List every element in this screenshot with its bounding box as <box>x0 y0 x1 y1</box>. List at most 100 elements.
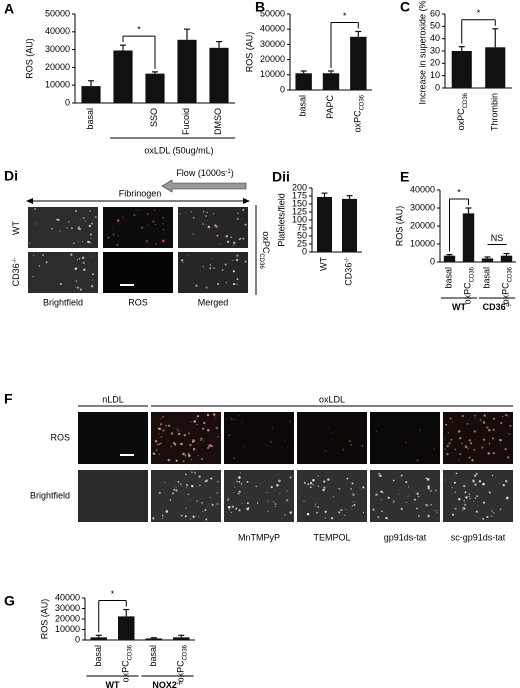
speck <box>289 511 292 514</box>
speck <box>196 418 198 420</box>
speck <box>488 491 491 494</box>
flow-label: Flow (1000s-1) <box>176 168 233 178</box>
speck <box>416 423 418 425</box>
speck <box>255 485 258 488</box>
speck <box>431 431 433 433</box>
speck <box>500 422 503 425</box>
speck <box>89 210 91 212</box>
x-tick-label-part: -/- <box>344 257 350 263</box>
speck <box>314 505 316 508</box>
speck <box>76 286 80 289</box>
speck <box>162 228 165 231</box>
speck <box>458 498 461 501</box>
ros-image <box>103 252 173 293</box>
speck <box>121 216 124 218</box>
speck <box>83 268 86 271</box>
brightfield-image <box>28 252 98 293</box>
speck <box>238 509 241 512</box>
speck <box>209 496 211 499</box>
speck <box>211 503 214 507</box>
y-tick-label: 30000 <box>410 202 435 212</box>
panel-letter: Dii <box>272 169 290 185</box>
speck <box>236 480 238 483</box>
speck <box>461 414 464 418</box>
bar <box>145 73 165 103</box>
speck <box>307 483 310 486</box>
speck <box>196 500 198 502</box>
speck <box>38 265 41 267</box>
speck <box>231 505 234 508</box>
panel-letter: E <box>400 169 409 185</box>
speck <box>205 479 208 482</box>
group-label-part: WT <box>452 302 466 312</box>
speck <box>152 452 156 455</box>
speck <box>289 420 291 423</box>
speck <box>488 442 491 445</box>
speck <box>190 421 192 423</box>
speck <box>377 472 381 475</box>
speck <box>137 209 139 211</box>
speck <box>246 502 249 505</box>
speck <box>483 414 486 417</box>
flow-text: Flow (1000s <box>176 168 226 178</box>
speck <box>165 424 167 427</box>
speck <box>504 448 507 451</box>
speck <box>155 243 157 245</box>
speck <box>205 223 207 225</box>
speck <box>372 508 375 511</box>
ros-image <box>370 412 440 464</box>
x-tick-label: basal <box>93 645 103 667</box>
y-tick-label: 30000 <box>45 44 70 54</box>
speck <box>196 415 200 418</box>
speck <box>180 514 183 517</box>
x-tick-label-part: oxPC <box>353 110 363 133</box>
y-axis-label: ROS (AU) <box>394 206 404 247</box>
speck <box>464 445 468 449</box>
speck <box>362 511 365 514</box>
speck <box>193 440 196 443</box>
significance-label: * <box>477 8 481 18</box>
speck <box>324 517 326 519</box>
speck <box>89 241 91 244</box>
speck <box>162 429 165 432</box>
speck <box>407 486 410 488</box>
speck <box>454 507 457 510</box>
y-tick-label: 40000 <box>45 26 70 36</box>
bar <box>118 616 135 640</box>
panel-letter: Di <box>4 168 18 184</box>
speck <box>246 481 249 483</box>
speck <box>212 258 214 259</box>
speck <box>463 484 466 488</box>
y-tick-label: 40000 <box>55 592 80 602</box>
row-label: Brightfield <box>30 490 70 500</box>
speck <box>244 223 247 226</box>
y-tick-label: 200 <box>292 182 307 192</box>
speck <box>199 484 201 487</box>
speck <box>89 233 92 236</box>
speck <box>267 510 269 512</box>
speck <box>476 473 478 475</box>
speck <box>353 501 355 503</box>
speck <box>81 240 83 242</box>
speck <box>107 236 110 239</box>
speck <box>276 484 279 487</box>
bar <box>90 637 107 640</box>
speck <box>375 430 378 433</box>
speck <box>217 283 220 286</box>
speck <box>492 474 494 477</box>
speck <box>445 424 448 426</box>
speck <box>344 514 346 517</box>
speck <box>201 458 204 460</box>
x-tick-label-part: CD36 <box>182 644 188 660</box>
row-label: WT <box>11 221 21 235</box>
speck <box>240 472 242 474</box>
arrow-head <box>26 198 33 204</box>
bar <box>113 50 133 103</box>
speck <box>217 436 219 438</box>
speck <box>184 454 187 457</box>
y-tick-label: 20 <box>430 58 440 68</box>
speck <box>434 510 435 512</box>
speck <box>213 267 216 270</box>
speck <box>154 223 157 226</box>
speck <box>469 497 471 500</box>
